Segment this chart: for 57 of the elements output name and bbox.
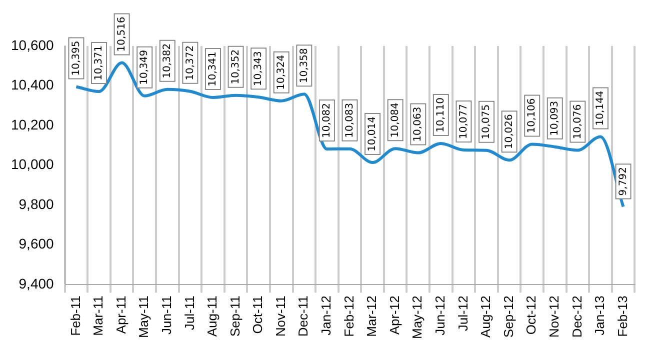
x-tick-label: Sep-12 bbox=[500, 296, 516, 338]
data-label: 10,082 bbox=[322, 103, 333, 138]
data-label: 10,026 bbox=[504, 114, 515, 150]
data-label: 10,395 bbox=[70, 40, 82, 76]
data-label: 10,324 bbox=[276, 54, 287, 90]
x-tick-label: Apr-11 bbox=[113, 296, 128, 334]
y-tick-label: 9,600 bbox=[18, 236, 54, 252]
data-label: 10,372 bbox=[184, 45, 196, 80]
x-tick-label: May-11 bbox=[136, 296, 152, 338]
data-label: 10,110 bbox=[436, 97, 447, 132]
x-tick-label: Mar-11 bbox=[90, 296, 106, 336]
data-label: 9,792 bbox=[618, 167, 629, 196]
x-tick-label: Feb-11 bbox=[68, 296, 83, 336]
x-tick-label: Aug-11 bbox=[204, 296, 220, 337]
x-tick-label: Jul-12 bbox=[455, 296, 470, 332]
y-tick-label: 10,000 bbox=[10, 156, 54, 172]
data-label: 10,083 bbox=[344, 102, 356, 138]
data-label: 10,349 bbox=[139, 50, 150, 85]
data-label: 10,077 bbox=[458, 104, 470, 140]
data-label: 10,014 bbox=[367, 116, 378, 152]
x-tick-label: Oct-12 bbox=[524, 296, 539, 335]
data-label: 10,382 bbox=[162, 43, 173, 78]
x-tick-label: Aug-12 bbox=[478, 296, 494, 338]
data-label: 10,343 bbox=[253, 51, 264, 86]
data-label: 10,371 bbox=[94, 46, 105, 81]
x-tick-label: Feb-12 bbox=[341, 296, 356, 337]
data-label: 10,093 bbox=[549, 100, 560, 136]
y-tick-label: 10,200 bbox=[10, 116, 54, 132]
x-tick-label: Dec-11 bbox=[296, 296, 311, 337]
x-tick-label: Nov-11 bbox=[272, 296, 288, 337]
y-tick-label: 10,400 bbox=[10, 76, 54, 93]
data-label: 10,352 bbox=[230, 49, 242, 84]
x-tick-label: May-12 bbox=[410, 296, 425, 340]
x-tick-label: Jan-13 bbox=[592, 296, 608, 336]
x-tick-label: Feb-13 bbox=[614, 296, 630, 337]
y-tick-label: 9,400 bbox=[18, 276, 54, 292]
x-tick-label: Jun-12 bbox=[432, 296, 448, 336]
x-tick-label: Jan-12 bbox=[318, 296, 334, 336]
x-tick-label: Sep-11 bbox=[227, 296, 242, 337]
data-label: 10,341 bbox=[208, 52, 219, 87]
x-tick-label: Mar-12 bbox=[364, 296, 380, 337]
x-tick-label: Nov-12 bbox=[546, 296, 562, 338]
x-tick-label: Jul-11 bbox=[182, 296, 197, 330]
data-label: 10,144 bbox=[595, 90, 606, 126]
y-tick-label: 9,800 bbox=[18, 196, 54, 212]
y-tick-label: 10,600 bbox=[10, 36, 54, 53]
x-tick-label: Dec-12 bbox=[569, 296, 584, 338]
data-label: 10,076 bbox=[572, 104, 584, 140]
x-tick-label: Jun-11 bbox=[158, 296, 174, 334]
data-label: 10,106 bbox=[526, 98, 538, 134]
data-label: 10,516 bbox=[116, 16, 128, 52]
data-label: 10,063 bbox=[412, 106, 424, 142]
x-tick-label: Oct-11 bbox=[250, 296, 266, 334]
data-label: 10,358 bbox=[298, 48, 310, 84]
data-label: 10,084 bbox=[390, 102, 401, 138]
x-tick-label: Apr-12 bbox=[386, 296, 402, 335]
data-label: 10,075 bbox=[481, 104, 492, 140]
